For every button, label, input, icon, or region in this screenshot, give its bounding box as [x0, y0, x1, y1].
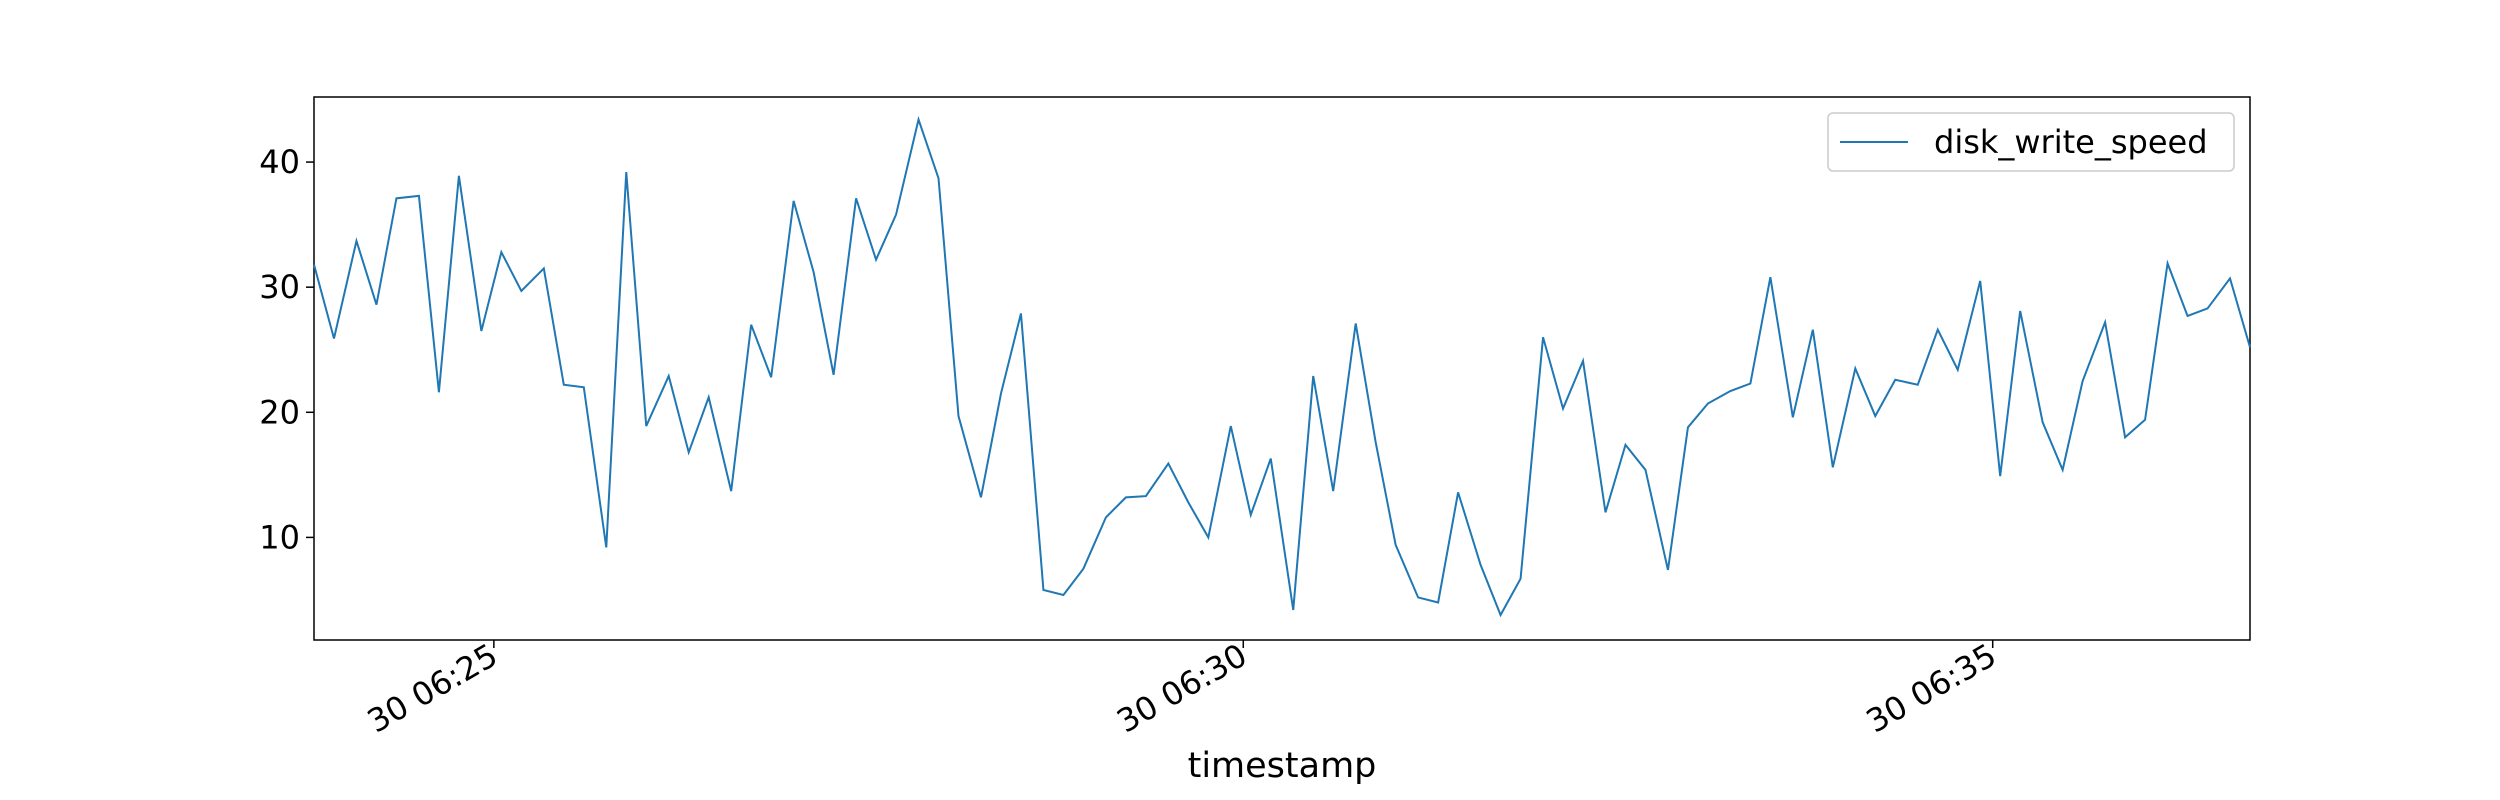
legend-label: disk_write_speed [1934, 123, 2208, 161]
data-line [313, 115, 2251, 618]
legend-box [1827, 112, 2235, 172]
x-tick-label: 30 06:25 [361, 636, 504, 740]
y-tick-label: 40 [259, 143, 300, 181]
plot-frame [313, 96, 2251, 641]
x-axis-label: timestamp [1188, 746, 1377, 786]
x-tick-label: 30 06:30 [1110, 636, 1253, 740]
y-tick-label: 30 [259, 268, 300, 306]
y-tick-label: 10 [259, 518, 300, 556]
y-tick-label: 20 [259, 393, 300, 431]
x-tick-label: 30 06:35 [1860, 636, 2003, 740]
